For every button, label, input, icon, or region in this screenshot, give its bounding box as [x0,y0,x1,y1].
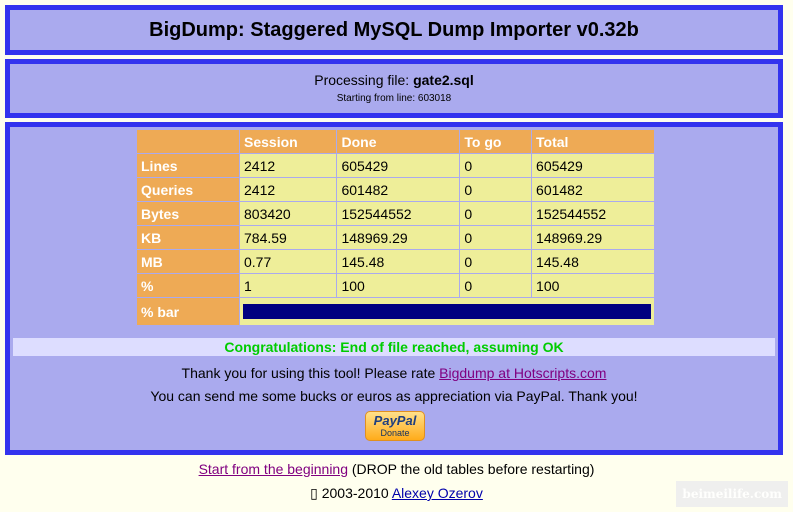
table-cell: 152544552 [531,201,655,226]
table-cell: 605429 [336,153,461,178]
table-row: Queries 2412 601482 0 601482 [136,177,655,202]
bar-cell [239,297,655,326]
table-cell: 145.48 [336,249,461,274]
copyright: ▯ 2003-2010 [310,485,392,501]
processing-box: Processing file: gate2.sql Starting from… [5,59,783,118]
row-label: % [136,273,240,298]
table-cell: 1 [238,273,338,298]
table-cell: 152544552 [336,201,461,226]
table-row: KB 784.59 148969.29 0 148969.29 [136,225,655,250]
column-header [136,129,240,154]
copyright-line: ▯ 2003-2010 Alexey Ozerov [0,485,793,502]
paypal-logo: PayPal [373,413,417,428]
table-cell: 803420 [238,201,338,226]
column-header: To go [459,129,533,154]
table-cell: 148969.29 [336,225,461,250]
status-box: Session Done To go Total Lines 2412 605429 0 60… [5,122,783,455]
table-header-row: Session Done To go Total [136,129,655,154]
column-header: Session [238,129,338,154]
table-cell: 100 [531,273,655,298]
processing-file: Processing file: gate2.sql [10,72,778,88]
paypal-text: You can send me some bucks or euros as a… [150,388,638,404]
watermark: beimeilife.com [676,481,788,507]
table-cell: 145.48 [531,249,655,274]
column-header: Done [336,129,461,154]
thanks-text: Thank you for using this tool! Please ra… [10,365,778,381]
restart-note: (DROP the old tables before restarting) [348,461,595,477]
row-label: Lines [136,153,240,178]
table-cell: 601482 [531,177,655,202]
restart-line: Start from the beginning (DROP the old t… [0,461,793,477]
bar-label: % bar [136,297,240,326]
table-cell: 0.77 [238,249,338,274]
progress-bar [243,304,651,319]
congrats-message: Congratulations: End of file reached, as… [13,338,775,356]
table-row-bar: % bar [136,297,655,326]
file-name: gate2.sql [413,72,474,88]
table-cell: 0 [459,177,533,202]
column-header: Total [531,129,655,154]
donate-label: Donate [380,428,410,438]
table-row: % 1 100 0 100 [136,273,655,298]
table-row: Lines 2412 605429 0 605429 [136,153,655,178]
row-label: MB [136,249,240,274]
stats-table: Session Done To go Total Lines 2412 605429 0 60… [136,129,655,326]
row-label: Queries [136,177,240,202]
table-cell: 0 [459,249,533,274]
table-cell: 0 [459,153,533,178]
start-line: Starting from line: 603018 [336,93,452,104]
table-cell: 605429 [531,153,655,178]
table-cell: 100 [336,273,461,298]
row-label: Bytes [136,201,240,226]
table-cell: 2412 [238,153,338,178]
paypal-donate-button[interactable]: PayPal Donate [365,411,425,441]
header-box: BigDump: Staggered MySQL Dump Importer v… [5,5,783,55]
table-cell: 148969.29 [531,225,655,250]
table-cell: 0 [459,201,533,226]
table-cell: 0 [459,273,533,298]
table-cell: 2412 [238,177,338,202]
table-row: MB 0.77 145.48 0 145.48 [136,249,655,274]
table-cell: 601482 [336,177,461,202]
rate-link[interactable]: Bigdump at Hotscripts.com [439,365,607,381]
processing-label: Processing file: [314,72,414,88]
author-link[interactable]: Alexey Ozerov [391,485,483,501]
thanks-label: Thank you for using this tool! Please ra… [181,365,440,381]
table-cell: 784.59 [238,225,338,250]
page-title: BigDump: Staggered MySQL Dump Importer v… [149,19,639,41]
table-row: Bytes 803420 152544552 0 152544552 [136,201,655,226]
restart-link[interactable]: Start from the beginning [198,461,348,477]
table-cell: 0 [459,225,533,250]
row-label: KB [136,225,240,250]
